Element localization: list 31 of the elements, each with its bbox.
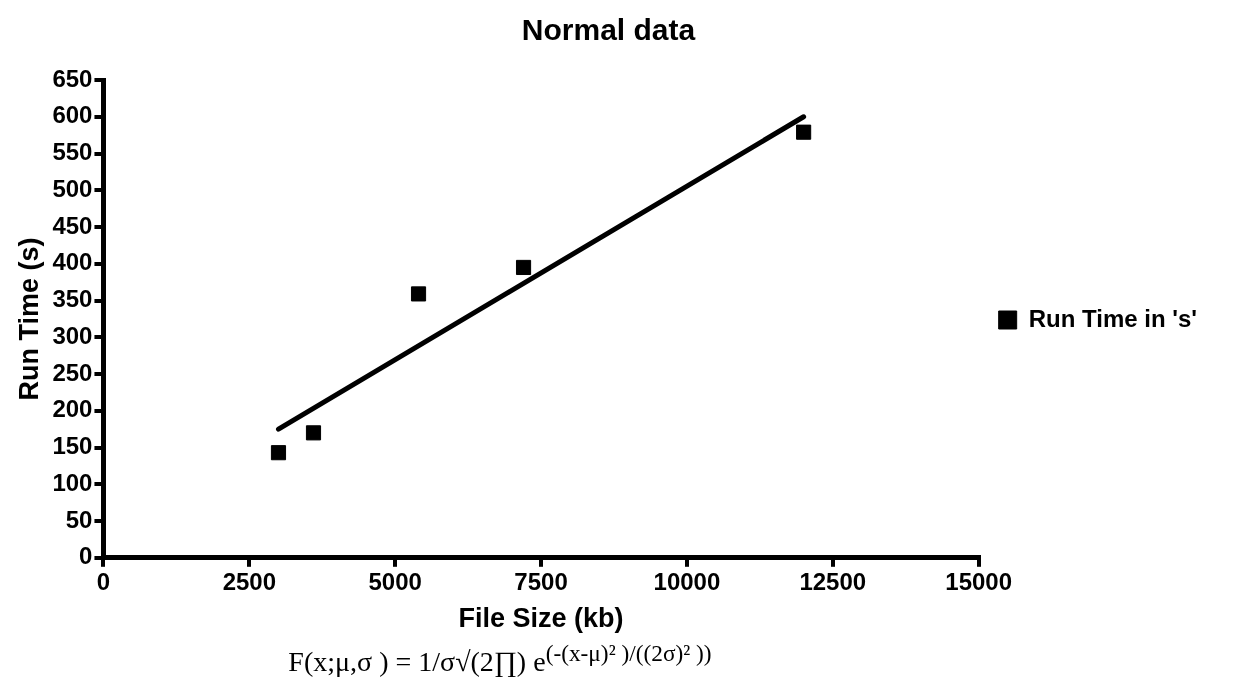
point xyxy=(796,124,812,140)
point xyxy=(270,445,287,461)
x-tick-label: 5000 xyxy=(368,567,422,595)
x-tick-label: 7500 xyxy=(514,567,568,595)
y-tick-label: 100 xyxy=(52,468,93,496)
x-axis-title: File Size (kb) xyxy=(458,603,624,634)
text: F(x;μ,σ ) = 1/σ√(2∏) e$^{(-(x-μ)² )/((2σ)² ))}$ xyxy=(287,640,713,679)
y-tick-label: 500 xyxy=(52,174,93,202)
y-tick-label: 350 xyxy=(52,285,93,313)
point xyxy=(515,259,532,276)
legend-label: Run Time in 's' xyxy=(1028,304,1197,332)
x-tick-label: 15000 xyxy=(945,567,1013,595)
y-tick-label: 650 xyxy=(52,64,93,92)
y-tick-label: 300 xyxy=(52,321,93,349)
y-tick-label: 200 xyxy=(52,395,93,423)
y-tick-label: 600 xyxy=(52,101,93,129)
y-tick-label: 550 xyxy=(52,138,93,166)
y-tick-label: 400 xyxy=(52,248,93,276)
x-tick-label: 12500 xyxy=(799,567,867,595)
x-tick-label: 2500 xyxy=(222,567,277,595)
point xyxy=(305,425,322,441)
x-tick-label: 10000 xyxy=(653,567,721,595)
y-tick-label: 0 xyxy=(79,542,93,570)
point xyxy=(410,286,427,302)
y-axis-title: Run Time (s) xyxy=(13,237,44,401)
y-tick-label: 450 xyxy=(52,211,93,239)
x-tick-label: 0 xyxy=(96,567,111,595)
y-tick-label: 50 xyxy=(65,505,93,533)
y-tick-label: 250 xyxy=(52,358,93,386)
chart-title: Normal data xyxy=(521,13,696,47)
y-tick-label: 150 xyxy=(52,432,93,460)
